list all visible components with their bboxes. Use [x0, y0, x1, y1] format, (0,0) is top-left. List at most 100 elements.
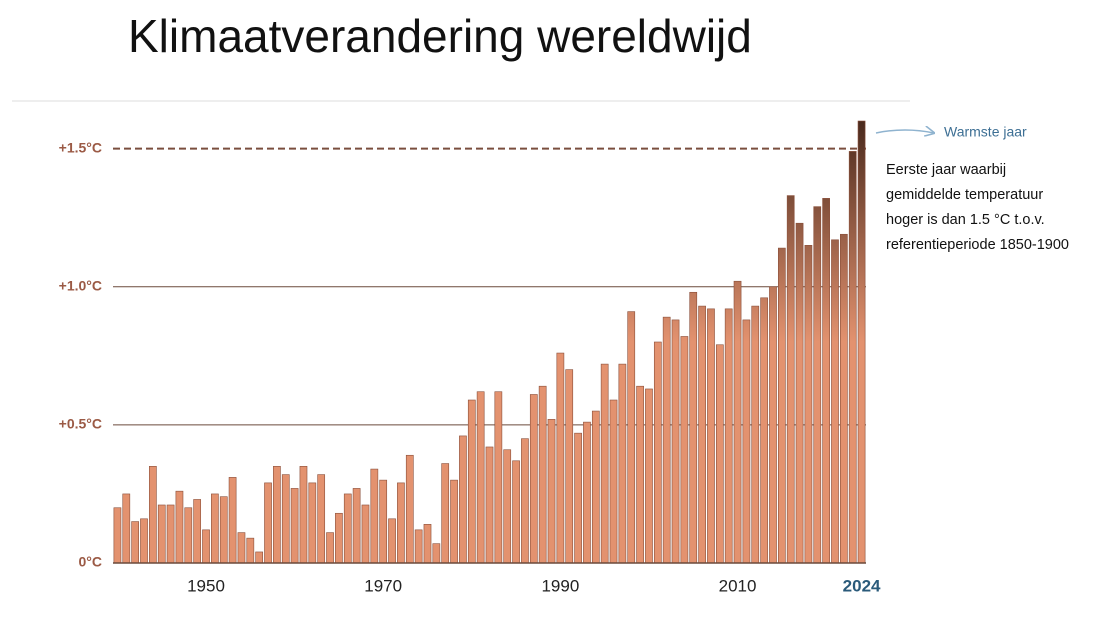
bar — [485, 446, 494, 564]
annotation-label: Warmste jaar — [944, 124, 1027, 140]
bar — [405, 454, 414, 564]
bar — [857, 120, 866, 564]
bar — [538, 385, 547, 564]
bar — [671, 319, 680, 564]
bar — [193, 499, 202, 564]
bar — [379, 479, 388, 564]
bar — [512, 460, 520, 564]
bar — [769, 286, 777, 564]
bar — [343, 493, 352, 564]
annotation-note: gemiddelde temperatuur — [886, 187, 1043, 203]
bar — [317, 474, 326, 564]
bar — [166, 504, 175, 564]
x-tick-label: 1990 — [541, 576, 579, 595]
bar — [556, 352, 565, 564]
bar — [459, 435, 467, 564]
bar — [255, 551, 264, 564]
bar — [698, 305, 706, 564]
annotation-note: Eerste jaar waarbij — [886, 162, 1006, 178]
bar — [760, 297, 768, 564]
bar — [397, 482, 405, 564]
bar — [299, 466, 308, 564]
bar — [742, 319, 751, 564]
bar — [804, 245, 813, 564]
x-tick-label: 1970 — [364, 576, 402, 595]
y-tick-label: +0.5°C — [59, 416, 102, 432]
y-tick-label: 0°C — [79, 554, 103, 570]
bar — [751, 305, 760, 564]
bar — [848, 151, 857, 564]
bar — [149, 466, 157, 564]
bar — [476, 391, 485, 564]
bar — [414, 529, 423, 564]
x-tick-label: 2024 — [843, 576, 881, 595]
bar — [308, 482, 317, 564]
bar — [432, 543, 441, 564]
bar — [140, 518, 148, 564]
bar — [840, 233, 848, 564]
chart-title: Klimaatverandering wereldwijd — [128, 10, 752, 62]
bar — [335, 512, 343, 564]
bar — [503, 449, 512, 564]
bar — [521, 438, 529, 564]
bar — [370, 468, 379, 564]
bar — [547, 419, 556, 564]
bar — [211, 493, 219, 564]
bar — [822, 198, 830, 564]
bar — [724, 308, 733, 564]
bar — [290, 488, 299, 564]
bar — [618, 363, 627, 564]
bar — [813, 206, 822, 564]
bar — [273, 466, 281, 564]
bar — [450, 479, 458, 564]
bar — [157, 504, 166, 564]
bar — [388, 518, 396, 564]
bar — [237, 532, 246, 564]
bar — [352, 488, 361, 564]
bar — [494, 391, 503, 564]
y-tick-label: +1.5°C — [59, 139, 102, 155]
bar — [583, 421, 591, 564]
x-tick-label: 1950 — [187, 576, 225, 595]
bar — [662, 316, 671, 564]
bar — [246, 537, 255, 564]
bar — [600, 363, 609, 564]
bar — [467, 399, 476, 564]
bar — [627, 311, 636, 564]
bar — [565, 369, 574, 564]
bar — [645, 388, 653, 564]
bar — [653, 341, 662, 564]
annotation-note: hoger is dan 1.5 °C t.o.v. — [886, 212, 1045, 228]
bar — [326, 532, 334, 564]
y-tick-label: +1.0°C — [59, 277, 102, 293]
bar — [715, 344, 724, 564]
bar — [361, 504, 370, 564]
bar — [281, 474, 290, 564]
bar — [591, 410, 600, 564]
bar — [131, 521, 139, 564]
bar — [733, 280, 742, 564]
bar — [777, 247, 786, 564]
bar — [122, 493, 131, 564]
annotation-note: referentieperiode 1850-1900 — [886, 237, 1069, 253]
bar — [636, 385, 644, 564]
bar — [113, 507, 122, 564]
x-tick-label: 2010 — [719, 576, 757, 595]
annotation-arrow — [875, 130, 934, 133]
bar — [175, 490, 184, 564]
bar — [609, 399, 618, 564]
bar — [529, 394, 538, 564]
bar — [680, 336, 689, 564]
bar — [795, 222, 804, 564]
bar — [441, 463, 450, 564]
bar — [707, 308, 715, 564]
bar — [423, 524, 432, 564]
bar — [228, 477, 237, 564]
bar — [202, 529, 210, 564]
bar — [786, 195, 795, 564]
bar — [574, 432, 582, 564]
bar — [184, 507, 193, 564]
bar — [264, 482, 272, 564]
